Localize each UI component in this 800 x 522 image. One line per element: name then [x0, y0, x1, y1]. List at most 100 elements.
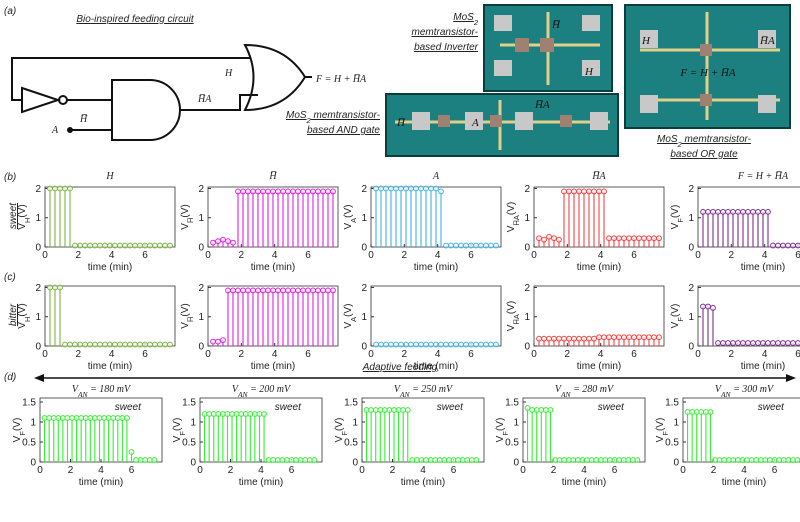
x-tick-label: 4: [258, 465, 264, 476]
text-part: (V): [343, 303, 354, 316]
plot-frame: [44, 285, 176, 347]
stem-marker: [255, 287, 261, 294]
subscript: F: [676, 317, 685, 322]
x-tick-label: 2: [390, 465, 396, 476]
stem-marker: [775, 340, 781, 346]
x-tick-label: 6: [289, 465, 295, 476]
subscript: H: [23, 317, 32, 322]
text-part: (V): [180, 204, 191, 217]
stem-marker: [47, 185, 53, 192]
subscript: AN: [77, 390, 89, 399]
x-axis-label: time (min): [562, 477, 606, 488]
y-axis-label: VH̅A(V): [506, 202, 521, 232]
stem-marker: [235, 188, 241, 195]
stem-marker: [606, 235, 612, 242]
x-tick-label: 2: [729, 250, 735, 261]
stem-marker: [117, 341, 123, 348]
row-label: bitter: [8, 303, 19, 326]
stem-marker: [715, 340, 721, 346]
stem-marker: [493, 242, 499, 249]
text-part: (V): [17, 204, 28, 217]
stem-marker: [468, 242, 474, 249]
stem-marker: [596, 188, 602, 195]
stem-marker: [591, 335, 597, 342]
text-part: = 280 mV: [571, 384, 615, 395]
x-tick-label: 2: [239, 349, 245, 360]
subscript: H̅: [186, 217, 195, 223]
y-tick-label: 0: [30, 458, 36, 469]
x-tick-label: 2: [729, 349, 735, 360]
x-tick-label: 6: [451, 465, 457, 476]
stem-marker: [147, 242, 153, 249]
stem-marker: [770, 340, 776, 346]
x-tick-label: 0: [368, 250, 374, 261]
stem-marker: [710, 305, 716, 311]
y-tick-label: 1: [688, 213, 694, 224]
y-axis-label: VH(V): [17, 204, 32, 229]
subscript: H̅A: [512, 314, 521, 325]
text-part: memtransistor-: [682, 134, 752, 145]
stem-marker: [765, 340, 771, 346]
y-tick-label: 2: [361, 184, 367, 195]
text-part: V: [715, 384, 723, 395]
text-part: V: [72, 384, 80, 395]
y-tick-label: 1.5: [182, 398, 196, 409]
caption: based OR gate: [670, 149, 738, 160]
stem-marker: [707, 409, 714, 415]
subscript: AN: [720, 390, 732, 399]
plot-frame: [39, 397, 163, 463]
stem-marker: [378, 185, 384, 192]
y-tick-label: 0.5: [665, 438, 679, 449]
stem-marker: [300, 188, 306, 195]
stem-marker: [483, 341, 489, 348]
y-tick-label: 1: [524, 312, 530, 323]
x-tick-label: 2: [76, 349, 82, 360]
arrow: [34, 374, 796, 382]
stem-marker: [458, 341, 464, 348]
text-part: V: [343, 223, 354, 230]
stem-marker: [112, 242, 118, 249]
stem-marker: [57, 185, 63, 192]
stem-marker: [601, 334, 607, 341]
stem-marker: [596, 334, 602, 341]
stem-marker: [245, 287, 251, 294]
x-tick-label: 6: [612, 465, 618, 476]
y-axis-label: VA(V): [343, 303, 358, 328]
stem-marker: [330, 188, 336, 195]
stem-marker: [147, 341, 153, 348]
stem-marker: [92, 242, 98, 249]
stem-marker: [551, 335, 557, 342]
x-tick-label: 0: [680, 465, 686, 476]
stem-marker: [418, 341, 424, 348]
image-label: H̅: [396, 117, 406, 129]
stem-marker: [463, 341, 469, 348]
y-tick-label: 1: [513, 418, 519, 429]
y-axis-label: VF(V): [172, 418, 187, 443]
stem-marker: [255, 188, 261, 195]
stem-marker: [651, 334, 657, 341]
text-part: V: [670, 321, 681, 328]
stem-marker: [275, 287, 281, 294]
stem-marker: [62, 185, 68, 192]
y-tick-label: 1: [688, 312, 694, 323]
subscript: A: [349, 317, 358, 322]
subscript: A: [349, 218, 358, 223]
y-tick-label: 0: [35, 243, 41, 254]
subscript: AN: [237, 390, 249, 399]
x-tick-label: 2: [228, 465, 234, 476]
x-tick-label: 4: [272, 349, 278, 360]
condition-label: VAN = 250 mV: [394, 384, 454, 399]
stem-marker: [473, 457, 480, 463]
stem-marker: [77, 341, 83, 348]
x-tick-label: 6: [305, 250, 311, 261]
subscript: 2: [677, 140, 683, 149]
stem-marker: [305, 188, 311, 195]
image-label: A: [471, 117, 479, 129]
x-tick-label: 4: [435, 349, 441, 360]
stem-marker: [780, 340, 786, 346]
stem-marker: [795, 340, 800, 346]
y-tick-label: 1: [35, 213, 41, 224]
caption: memtransistor-: [412, 27, 479, 38]
stem-marker: [408, 185, 414, 192]
stem-marker: [215, 338, 221, 345]
